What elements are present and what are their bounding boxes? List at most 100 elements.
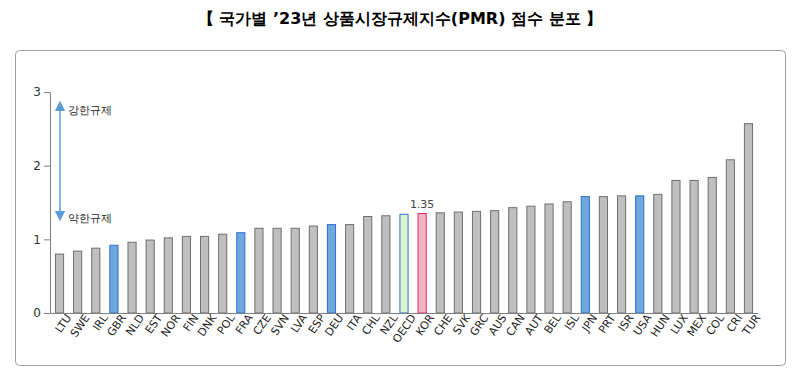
bar <box>74 251 82 313</box>
x-tick: GRC <box>467 312 491 339</box>
x-tick-label: GBR <box>105 312 129 339</box>
x-tick: SVN <box>268 312 292 338</box>
bar <box>92 248 100 313</box>
bar <box>418 214 426 313</box>
x-tick-label: CHE <box>431 312 455 338</box>
x-tick-label: NOR <box>158 312 183 340</box>
y-tick: 3 <box>33 85 50 99</box>
bar <box>581 197 589 313</box>
frame <box>16 51 786 366</box>
x-tick: DNK <box>195 311 220 339</box>
x-tick: ISL <box>562 311 583 333</box>
x-tick-label: CZE <box>251 312 274 338</box>
bar <box>110 245 118 313</box>
bar <box>200 236 208 313</box>
bar <box>309 226 317 313</box>
x-tick-label: TUR <box>739 312 763 339</box>
bar <box>472 211 480 313</box>
x-tick-label: KOR <box>413 312 437 339</box>
arrow <box>59 106 61 216</box>
y-tick-label: 1 <box>33 233 41 247</box>
bar <box>672 180 680 313</box>
x-tick-label: DEU <box>322 312 346 339</box>
bar <box>273 228 281 313</box>
x-tick-label: SWE <box>68 312 93 340</box>
y-tick-mark <box>44 166 50 167</box>
bar <box>726 160 734 313</box>
x-tick-label: ISL <box>562 311 583 333</box>
x-tick: POL <box>215 311 238 337</box>
x-tick: FRA <box>233 312 256 337</box>
x-tick: PRT <box>596 312 618 336</box>
annotation: 강한규제 <box>68 104 112 117</box>
x-tick: HUN <box>648 312 673 340</box>
bar <box>563 202 571 313</box>
bar <box>654 194 662 313</box>
bar <box>509 208 517 313</box>
x-tick: NOR <box>158 312 183 340</box>
x-tick-label: CHL <box>359 311 383 337</box>
y-tick-label: 2 <box>33 159 41 173</box>
bar <box>55 254 63 313</box>
bar <box>545 204 553 313</box>
y-tick-mark <box>44 313 50 314</box>
x-tick: CZE <box>251 312 274 338</box>
bar <box>255 228 263 313</box>
y-axis: 0 1 2 3 <box>33 85 50 320</box>
y-tick-mark <box>44 239 50 240</box>
bar <box>327 225 335 313</box>
x-tick: AUT <box>522 312 546 338</box>
bar <box>708 177 716 313</box>
x-tick-label: GRC <box>467 312 491 339</box>
y-tick-mark <box>44 92 50 93</box>
x-tick-label: SVN <box>268 312 292 338</box>
bar <box>219 234 227 313</box>
bar <box>690 180 698 313</box>
bar <box>454 212 462 313</box>
bar <box>291 228 299 313</box>
bar <box>527 206 535 313</box>
y-tick: 1 <box>33 233 50 247</box>
x-axis: LTUSWEIRLGBRNLDESTNORFINDNKPOLFRACZESVNL… <box>51 311 764 345</box>
x-tick: CHE <box>431 312 455 338</box>
bar <box>599 197 607 313</box>
x-tick: BEL <box>541 311 564 336</box>
x-tick: JPN <box>579 312 601 335</box>
y-tick-label: 0 <box>33 306 41 320</box>
title: 【 국가별 ’23년 상품시장규제지수(PMR) 점수 분포 】 <box>198 9 602 28</box>
x-tick-label: MEX <box>685 312 710 339</box>
bar <box>346 225 354 313</box>
x-tick: KOR <box>413 312 437 339</box>
bar <box>128 242 136 313</box>
y-tick: 0 <box>33 306 50 320</box>
bar <box>744 124 752 313</box>
x-tick-label: JPN <box>579 312 601 335</box>
x-tick-label: AUT <box>522 312 546 338</box>
bar <box>164 238 172 313</box>
bar <box>491 211 499 313</box>
x-tick-label: NLD <box>123 312 147 338</box>
x-tick-label: COL <box>704 311 728 338</box>
x-tick: LVA <box>288 312 310 336</box>
x-tick-label: CAN <box>504 312 528 339</box>
x-tick: CAN <box>504 312 528 339</box>
y-tick: 2 <box>33 159 50 173</box>
x-tick: GBR <box>105 312 129 339</box>
bar <box>182 236 190 313</box>
x-tick-label: FRA <box>233 312 256 337</box>
x-tick: COL <box>704 311 728 338</box>
bar <box>364 216 372 313</box>
chart: 【 국가별 ’23년 상품시장규제지수(PMR) 점수 분포 】 0 1 2 3 LTUS… <box>0 0 800 371</box>
bar <box>400 214 408 313</box>
x-tick-label: BEL <box>541 311 564 336</box>
x-tick-label: POL <box>215 311 238 337</box>
bar <box>436 213 444 313</box>
y-axis-line <box>50 93 51 314</box>
bar <box>146 240 154 313</box>
x-tick-label: DNK <box>195 311 220 339</box>
y-tick-label: 3 <box>33 85 41 99</box>
x-tick: MEX <box>685 312 710 339</box>
plot: 0 1 2 3 LTUSWEIRLGBRNLDESTNORFINDNKPOLFRACZE… <box>33 85 763 345</box>
x-tick: CHL <box>359 311 383 337</box>
x-tick-label: PRT <box>596 312 618 336</box>
